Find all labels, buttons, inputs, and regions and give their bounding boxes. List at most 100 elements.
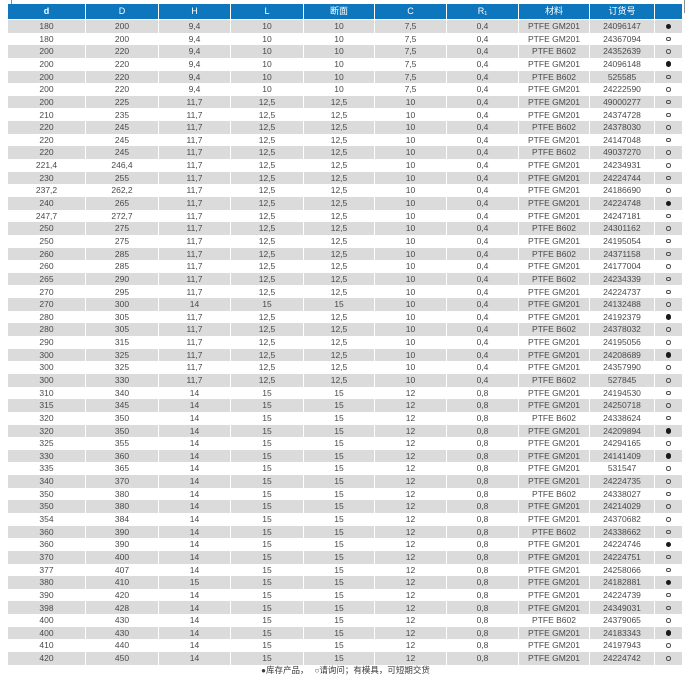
cell-d: 310 [8, 386, 85, 400]
cell-status [655, 184, 682, 197]
cell-C: 12 [375, 462, 446, 476]
cell-section: 15 [304, 576, 374, 589]
column-header-C: C [375, 4, 446, 19]
cell-status [655, 196, 682, 210]
cell-d: 400 [8, 626, 85, 640]
cell-d: 200 [8, 70, 85, 84]
cell-H: 11,7 [159, 234, 230, 248]
cell-material: PTFE GM201 [519, 399, 589, 412]
cell-status [655, 146, 682, 160]
cell-D: 325 [86, 361, 158, 374]
cell-C: 12 [375, 411, 446, 425]
on-request-icon [666, 554, 671, 560]
cell-L: 12,5 [231, 171, 303, 185]
cell-section: 15 [304, 512, 374, 526]
cell-section: 10 [304, 57, 374, 71]
table-row: 420 450 14 15 15 12 0,8 PTFE GM201 24224742 [8, 652, 683, 665]
cell-C: 12 [375, 525, 446, 539]
legend: ●库存产品， ○请询问；有模具，可短期交货 [8, 664, 683, 677]
cell-d: 220 [8, 133, 85, 147]
cell-R1: 0,4 [447, 348, 518, 362]
cell-L: 10 [231, 32, 303, 46]
cell-H: 9,4 [159, 32, 230, 46]
cell-H: 14 [159, 614, 230, 627]
cell-H: 11,7 [159, 171, 230, 185]
cell-L: 12,5 [231, 373, 303, 387]
cell-section: 15 [304, 563, 374, 577]
cell-status [655, 550, 682, 564]
cell-L: 15 [231, 588, 303, 602]
table-row: 300 325 11,7 12,5 12,5 10 0,4 PTFE GM201 2435799… [8, 361, 683, 374]
cell-H: 14 [159, 500, 230, 513]
cell-d: 265 [8, 272, 85, 286]
cell-C: 7,5 [375, 57, 446, 71]
cell-D: 272,7 [86, 209, 158, 223]
cell-d: 237,2 [8, 184, 85, 197]
cell-R1: 0,4 [447, 159, 518, 172]
on-request-icon [666, 99, 671, 105]
cell-order-no: 24258066 [590, 563, 654, 577]
cell-status [655, 614, 682, 627]
cell-R1: 0,4 [447, 20, 518, 33]
cell-R1: 0,8 [447, 512, 518, 526]
cell-order-no: 24194530 [590, 386, 654, 400]
cell-R1: 0,8 [447, 500, 518, 513]
cell-L: 15 [231, 298, 303, 311]
cell-order-no: 24378030 [590, 121, 654, 134]
cell-C: 12 [375, 639, 446, 653]
cell-order-no: 24182881 [590, 576, 654, 589]
cell-material: PTFE GM201 [519, 475, 589, 488]
cell-order-no: 24374728 [590, 108, 654, 122]
on-request-icon [666, 137, 671, 143]
cell-section: 10 [304, 20, 374, 33]
cell-D: 360 [86, 449, 158, 463]
cell-R1: 0,8 [447, 652, 518, 665]
on-request-icon [666, 567, 671, 573]
cell-D: 430 [86, 614, 158, 627]
cell-D: 355 [86, 437, 158, 450]
cell-section: 12,5 [304, 108, 374, 122]
cell-L: 10 [231, 83, 303, 96]
cell-d: 260 [8, 260, 85, 273]
table-row: 410 440 14 15 15 12 0,8 PTFE GM201 24197943 [8, 639, 683, 653]
on-request-icon [666, 403, 671, 408]
stock-available-icon [665, 453, 672, 459]
cell-section: 12,5 [304, 373, 374, 387]
cell-R1: 0,4 [447, 57, 518, 71]
cell-L: 12,5 [231, 260, 303, 273]
cell-H: 14 [159, 512, 230, 526]
cell-H: 11,7 [159, 146, 230, 160]
cell-L: 15 [231, 550, 303, 564]
cell-H: 11,7 [159, 133, 230, 147]
cell-C: 10 [375, 95, 446, 109]
table-row: 270 295 11,7 12,5 12,5 10 0,4 PTFE GM201 2422473… [8, 285, 683, 299]
cell-order-no: 24141409 [590, 449, 654, 463]
table-row: 200 225 11,7 12,5 12,5 10 0,4 PTFE GM201 4900027… [8, 95, 683, 109]
cell-D: 300 [86, 298, 158, 311]
cell-order-no: 24224737 [590, 285, 654, 299]
cell-order-no: 24338027 [590, 487, 654, 501]
cell-status [655, 336, 682, 349]
cell-L: 12,5 [231, 234, 303, 248]
cell-status [655, 500, 682, 513]
cell-material: PTFE GM201 [519, 285, 589, 299]
cell-material: PTFE GM201 [519, 298, 589, 311]
cell-material: PTFE B602 [519, 121, 589, 134]
table-row: 398 428 14 15 15 12 0,8 PTFE GM201 24349031 [8, 601, 683, 615]
cell-L: 12,5 [231, 336, 303, 349]
cell-material: PTFE GM201 [519, 83, 589, 96]
stock-available-icon [665, 428, 672, 434]
table-row: 220 245 11,7 12,5 12,5 10 0,4 PTFE B602 49037270 [8, 146, 683, 160]
cell-C: 10 [375, 171, 446, 185]
column-header-L: L [231, 4, 303, 19]
cell-order-no: 24338662 [590, 525, 654, 539]
cell-C: 10 [375, 373, 446, 387]
cell-status [655, 563, 682, 577]
cell-status [655, 32, 682, 46]
cell-order-no: 24147048 [590, 133, 654, 147]
cell-H: 11,7 [159, 159, 230, 172]
cell-D: 220 [86, 83, 158, 96]
cell-D: 390 [86, 525, 158, 539]
cell-section: 12,5 [304, 171, 374, 185]
cell-R1: 0,4 [447, 373, 518, 387]
